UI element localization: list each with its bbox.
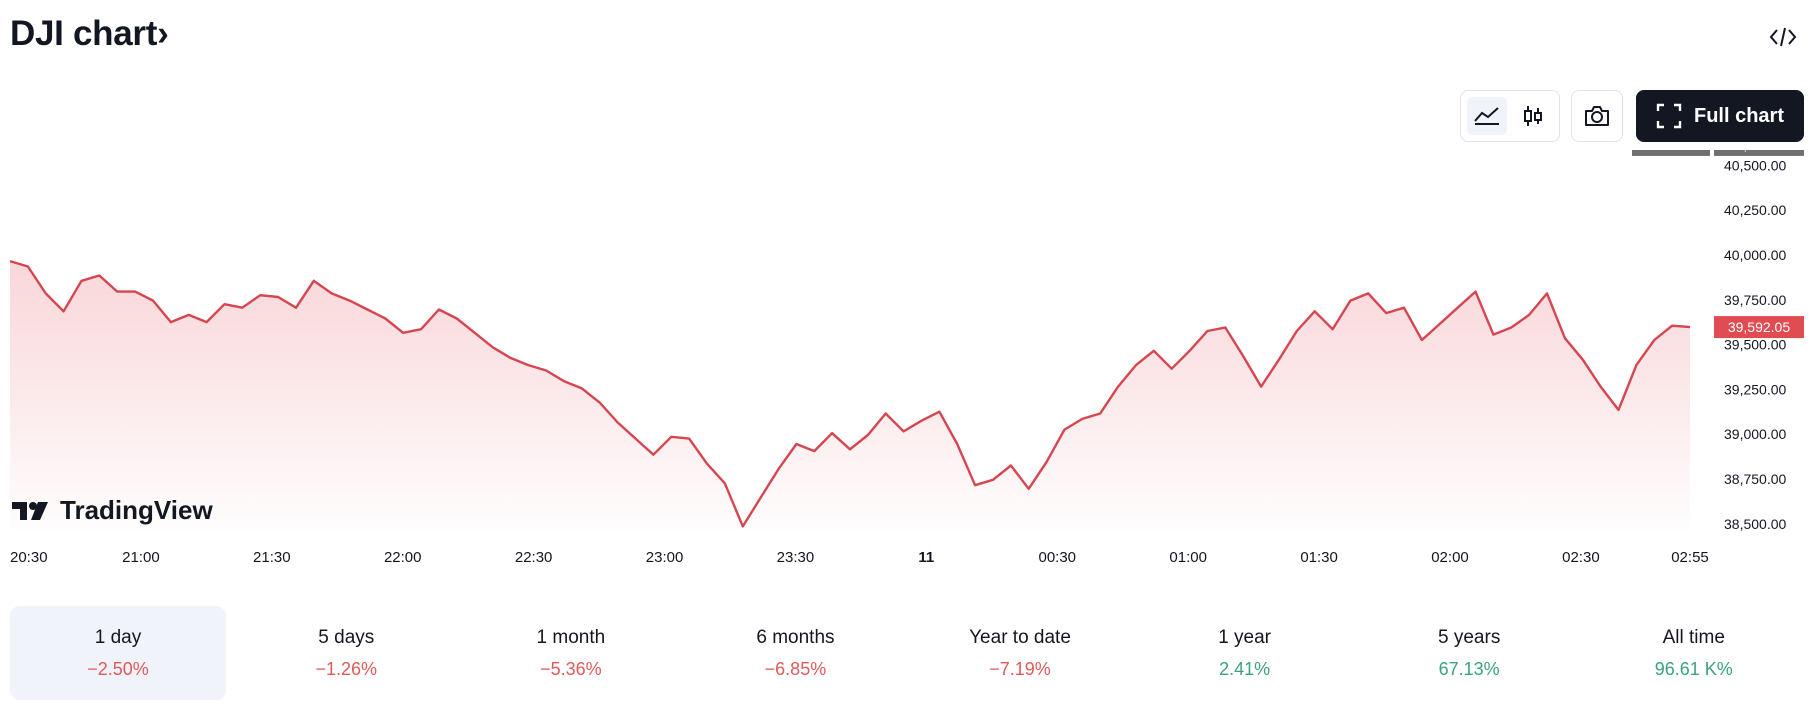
period-label: 1 day xyxy=(94,626,142,648)
period-tab[interactable]: 5 days −1.26% xyxy=(234,606,459,700)
y-tick-label: 40,000.00 xyxy=(1724,247,1786,263)
code-icon xyxy=(1769,27,1797,47)
x-tick-label: 02:55 xyxy=(1671,549,1709,566)
x-tick-label: 21:00 xyxy=(122,549,160,566)
chevron-right-icon: › xyxy=(157,14,169,53)
period-label: 5 days xyxy=(318,626,375,648)
period-label: Year to date xyxy=(969,626,1071,648)
y-axis: 40,500.00 40,250.00 40,000.00 39,750.00 39,5… xyxy=(1724,157,1786,531)
period-change: −6.85% xyxy=(764,658,827,679)
period-change: −5.36% xyxy=(540,658,602,679)
price-chart[interactable]: 40,500.00 40,250.00 40,000.00 39,750.00 39,5… xyxy=(0,150,1816,580)
tradingview-logo-text: TradingView xyxy=(60,495,213,525)
price-area-fill xyxy=(10,261,1690,530)
x-tick-label: 23:30 xyxy=(777,549,815,566)
x-tick-label: 22:00 xyxy=(384,549,422,566)
y-tick-label: 40,500.00 xyxy=(1724,157,1786,173)
embed-code-button[interactable] xyxy=(1766,20,1800,54)
page-title[interactable]: DJI chart› xyxy=(10,14,169,54)
prev-close-label-bg xyxy=(1632,150,1710,156)
fullscreen-icon xyxy=(1656,103,1682,129)
period-label: 1 month xyxy=(536,626,606,648)
full-chart-button[interactable]: Full chart xyxy=(1636,90,1804,142)
x-tick-label: 22:30 xyxy=(515,549,553,566)
y-tick-label: 39,750.00 xyxy=(1724,292,1786,308)
tradingview-logo[interactable]: TradingView xyxy=(12,495,213,526)
period-label: 6 months xyxy=(756,626,835,648)
period-tab[interactable]: All time 96.61 K% xyxy=(1581,606,1806,700)
y-tick-label: 38,500.00 xyxy=(1724,516,1786,532)
x-tick-label: 00:30 xyxy=(1038,549,1076,566)
x-tick-label: 23:00 xyxy=(646,549,684,566)
period-change: 67.13% xyxy=(1438,658,1500,679)
y-tick-label: 39,000.00 xyxy=(1724,426,1786,442)
period-tab[interactable]: 1 day −2.50% xyxy=(10,606,226,700)
price-badges: Prev close 40,608.45 39,592.05 xyxy=(1632,150,1804,339)
period-tab[interactable]: 5 years 67.13% xyxy=(1357,606,1582,700)
snapshot-button[interactable] xyxy=(1571,90,1623,142)
x-tick-label: 02:30 xyxy=(1562,549,1600,566)
period-tab[interactable]: 1 year 2.41% xyxy=(1132,606,1357,700)
prev-close-label: Prev close xyxy=(1638,150,1704,153)
x-axis: 20:30 21:00 21:30 22:00 22:30 23:00 23:30 11 00:… xyxy=(10,549,1709,566)
period-label: 1 year xyxy=(1218,626,1271,648)
chart-title: DJI chart xyxy=(10,14,158,53)
y-tick-label: 40,250.00 xyxy=(1724,202,1786,218)
period-change: −7.19% xyxy=(989,658,1051,679)
y-tick-label: 39,250.00 xyxy=(1724,381,1786,397)
y-tick-label: 38,750.00 xyxy=(1724,471,1786,487)
area-chart-icon xyxy=(1474,107,1499,125)
prev-close-value: 40,608.45 xyxy=(1728,150,1790,153)
x-tick-label: 20:30 xyxy=(10,549,48,566)
period-tab[interactable]: Year to date −7.19% xyxy=(908,606,1133,700)
chart-style-toggle xyxy=(1460,90,1560,142)
area-chart-button[interactable] xyxy=(1467,97,1507,135)
full-chart-label: Full chart xyxy=(1693,104,1784,127)
price-line xyxy=(9,259,1691,528)
period-selector: 1 day −2.50% 5 days −1.26% 1 month −5.36% 6 mo… xyxy=(10,606,1806,700)
x-tick-label: 02:00 xyxy=(1431,549,1469,566)
last-price-value: 39,592.05 xyxy=(1728,319,1790,335)
x-tick-label: 01:00 xyxy=(1169,549,1207,566)
y-tick-label: 39,500.00 xyxy=(1724,337,1786,353)
period-change: 2.41% xyxy=(1219,658,1271,679)
candlestick-chart-button[interactable] xyxy=(1513,97,1553,135)
x-tick-label: 11 xyxy=(918,549,934,566)
x-tick-label: 21:30 xyxy=(253,549,291,566)
period-change: −2.50% xyxy=(87,658,149,679)
camera-icon xyxy=(1585,106,1609,126)
prev-close-value-bg xyxy=(1714,150,1804,156)
tradingview-logo-icon xyxy=(12,501,48,520)
period-change: 96.61 K% xyxy=(1654,658,1733,679)
period-label: 5 years xyxy=(1438,626,1501,648)
period-tab[interactable]: 1 month −5.36% xyxy=(459,606,684,700)
x-tick-label: 01:30 xyxy=(1300,549,1338,566)
period-tab[interactable]: 6 months −6.85% xyxy=(683,606,908,700)
last-price-value-bg xyxy=(1714,316,1804,339)
period-label: All time xyxy=(1662,626,1725,648)
period-change: −1.26% xyxy=(315,658,378,679)
candlestick-icon xyxy=(1524,106,1542,126)
